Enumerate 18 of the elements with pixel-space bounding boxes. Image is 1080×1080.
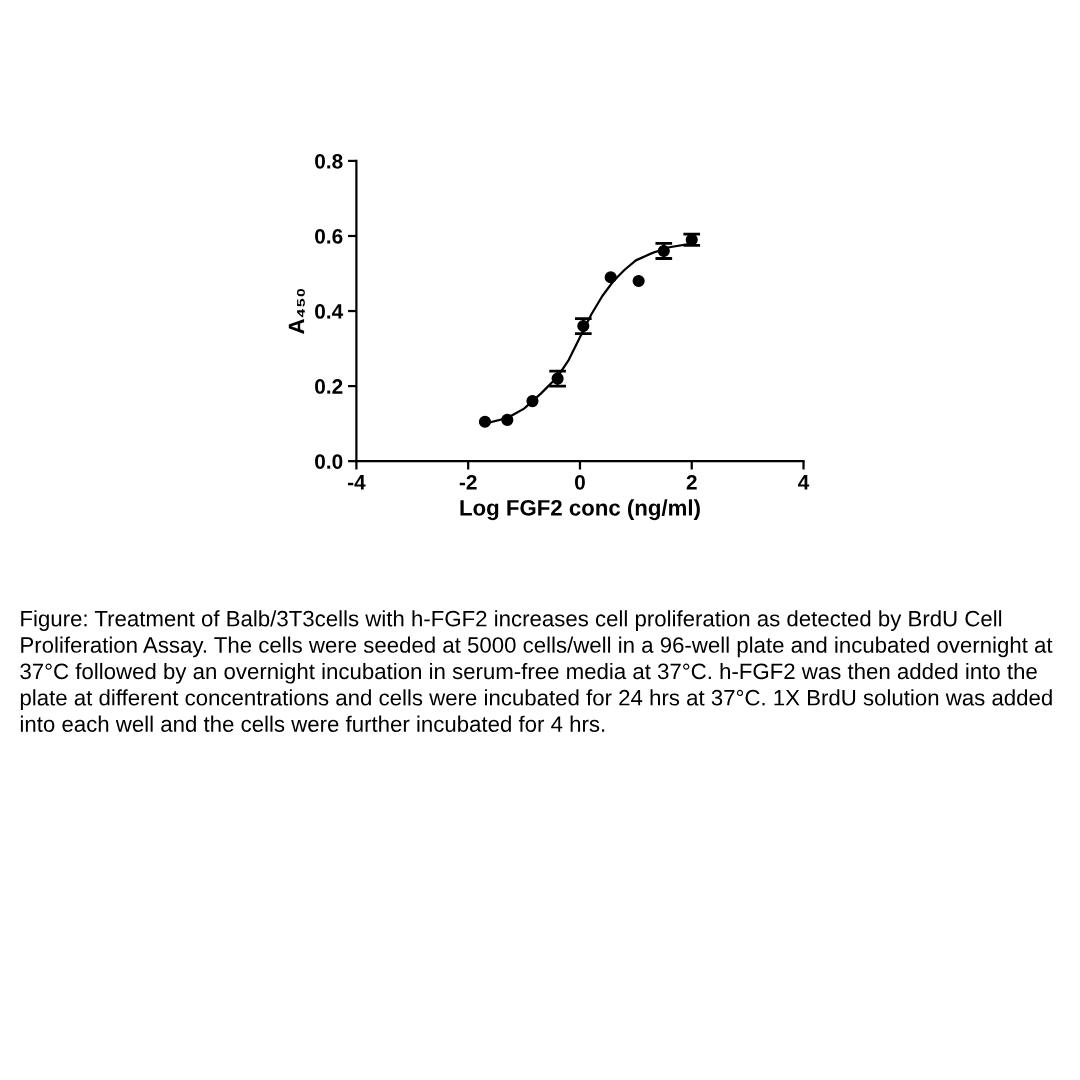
x-tick-label: -2 [459,474,477,490]
point [632,274,645,288]
x-axis-title: Log FGF2 conc (ng/ml) [460,499,700,521]
point [526,395,539,408]
x-tick-label: -4 [347,475,366,490]
y-tick-label: 0.2 [315,379,343,394]
y-axis-title: A₄₅₀ [288,288,305,334]
text: Figure: Treatment of Balb/3T3cells with h-FGF2 increases cell proliferation as detected by BrdU Cell Proliferation Assay. The cells were seeded at 5000 cells/well in a 96-well plate and incubated overnight at 37°C followed by an overnight incubation in serum-free media at 37°C. h-FGF2 was then added into the plate at different concentrations and cells were incubated for 24 hrs at 37°C. 1X BrdU solution was added into each well and the cells were further incubated for 4 hrs. [20,610,1053,732]
y-tick-label: 0.0 [315,454,343,469]
y-tick-label: 0.4 [315,304,344,319]
point [501,413,514,426]
x-tick-label: 4 [798,475,810,490]
point [604,271,617,284]
x-tick-label: 0 [574,474,585,490]
y-tick-label: 0.8 [315,153,343,169]
x-tick-label: 2 [686,474,697,490]
point [478,415,492,428]
y-tick-label: 0.6 [315,228,343,244]
